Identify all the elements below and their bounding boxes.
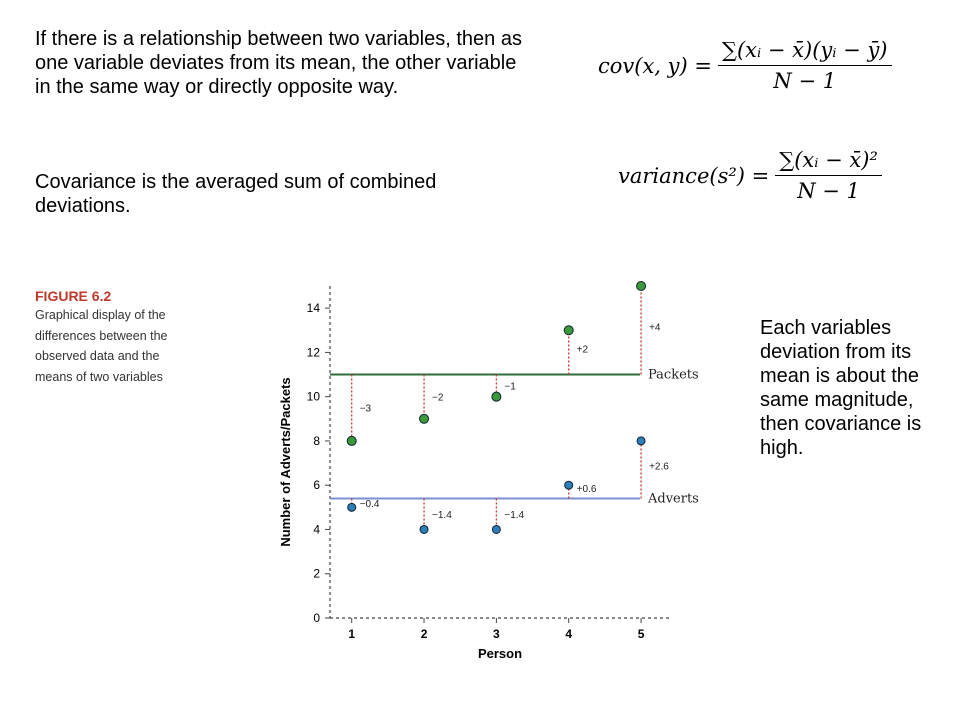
- adverts-data-point: [564, 480, 574, 490]
- adverts-deviation-label: −1.4: [504, 510, 524, 521]
- x-tick-label: 5: [638, 627, 645, 641]
- figure-caption: FIGURE 6.2 Graphical display of the diff…: [35, 287, 175, 387]
- adverts-data-point: [419, 524, 429, 534]
- y-tick-label: 4: [313, 522, 320, 536]
- variance-denominator: N − 1: [797, 179, 860, 203]
- adverts-data-point: [636, 436, 646, 446]
- x-axis-label: Person: [478, 646, 522, 661]
- adverts-deviation-label: −1.4: [432, 510, 452, 521]
- y-tick-label: 2: [313, 567, 320, 581]
- y-tick-label: 14: [307, 301, 321, 315]
- figure-number: FIGURE 6.2: [35, 288, 112, 304]
- adverts-data-point: [491, 524, 501, 534]
- x-tick-label: 1: [348, 627, 355, 641]
- x-tick-label: 3: [493, 627, 500, 641]
- y-tick-label: 0: [313, 611, 320, 625]
- packets-deviation-label: −3: [360, 404, 372, 415]
- adverts-deviation-label: −0.4: [360, 499, 380, 510]
- variance-numerator: ∑(xᵢ − x̄)²: [775, 148, 882, 176]
- adverts-data-point: [347, 502, 357, 512]
- covariance-formula: cov(x, y) = ∑(xᵢ − x̄)(yᵢ − ȳ) N − 1: [598, 38, 892, 93]
- y-tick-label: 12: [307, 345, 321, 359]
- adverts-deviation-label: +0.6: [577, 484, 597, 495]
- x-tick-label: 4: [565, 627, 572, 641]
- packets-deviation-label: −2: [432, 393, 444, 404]
- packets-deviation-label: −1: [504, 382, 516, 393]
- intro-paragraph: If there is a relationship between two v…: [35, 28, 522, 98]
- variance-fraction: ∑(xᵢ − x̄)² N − 1: [775, 148, 882, 203]
- packets-data-point: [491, 391, 502, 402]
- adverts-series-label: Adverts: [647, 491, 699, 506]
- figure-caption-text: Graphical display of the differences bet…: [35, 308, 168, 384]
- packets-data-point: [419, 413, 430, 424]
- covariance-denominator: N − 1: [773, 69, 837, 93]
- covariance-fraction: ∑(xᵢ − x̄)(yᵢ − ȳ) N − 1: [717, 38, 892, 93]
- y-axis-label: Number of Adverts/Packets: [278, 377, 293, 546]
- packets-deviation-label: +4: [649, 322, 661, 333]
- y-tick-label: 6: [313, 478, 320, 492]
- y-tick-label: 8: [313, 434, 320, 448]
- covariance-definition: Covariance is the averaged sum of combin…: [35, 171, 437, 217]
- packets-data-point: [563, 325, 574, 336]
- covariance-numerator: ∑(xᵢ − x̄)(yᵢ − ȳ): [717, 38, 892, 66]
- y-tick-label: 10: [307, 390, 321, 404]
- packets-data-point: [346, 435, 357, 446]
- packets-data-point: [636, 281, 647, 291]
- adverts-deviation-label: +2.6: [649, 462, 669, 473]
- variance-formula-lhs: variance(s²) =: [618, 163, 770, 188]
- variance-formula: variance(s²) = ∑(xᵢ − x̄)² N − 1: [618, 148, 882, 203]
- packets-series-label: Packets: [648, 368, 699, 383]
- right-note: Each variables deviation from its mean i…: [760, 317, 922, 459]
- x-tick-label: 2: [421, 627, 428, 641]
- covariance-formula-lhs: cov(x, y) =: [598, 53, 712, 78]
- packets-deviation-label: +2: [577, 344, 589, 355]
